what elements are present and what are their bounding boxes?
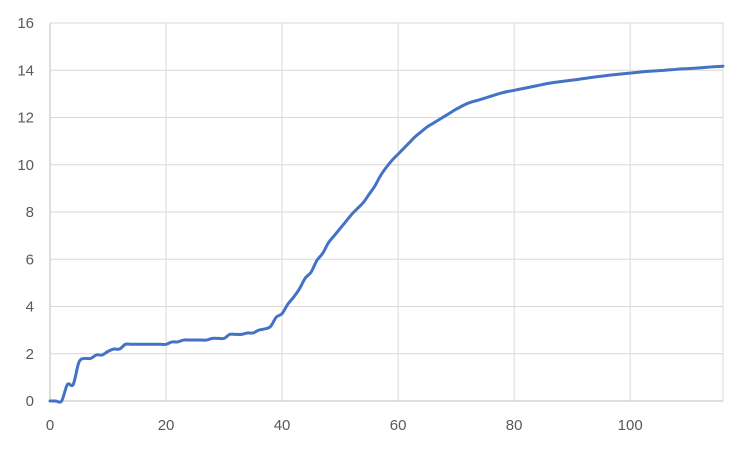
x-axis-tick-labels: 0 20 40 60 80 100	[46, 417, 643, 434]
y-axis-tick-labels: 0 2 4 6 8 10 12 14 16	[17, 15, 34, 410]
y-tick-label-6: 6	[26, 251, 34, 268]
x-tick-label-40: 40	[274, 417, 291, 434]
y-tick-label-2: 2	[26, 346, 34, 363]
y-tick-label-16: 16	[17, 15, 34, 32]
x-tick-label-80: 80	[506, 417, 523, 434]
y-tick-label-10: 10	[17, 157, 34, 174]
y-tick-label-12: 12	[17, 110, 34, 127]
x-tick-label-20: 20	[158, 417, 175, 434]
axes	[49, 23, 723, 402]
x-tick-label-0: 0	[46, 417, 54, 434]
horizontal-gridlines	[50, 22, 723, 355]
series-line-0	[48, 64, 725, 404]
y-tick-label-0: 0	[26, 393, 34, 410]
y-tick-label-4: 4	[26, 299, 34, 316]
y-tick-label-8: 8	[26, 204, 34, 221]
x-tick-label-60: 60	[390, 417, 407, 434]
series-group	[48, 64, 725, 404]
y-tick-label-14: 14	[17, 62, 34, 79]
x-tick-label-100: 100	[618, 417, 643, 434]
